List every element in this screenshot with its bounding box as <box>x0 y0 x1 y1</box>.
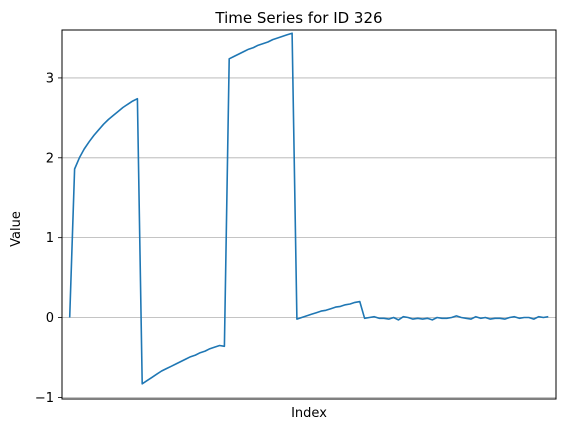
y-tick-label: 0 <box>46 311 54 326</box>
x-axis-label: Index <box>291 406 327 421</box>
series-group <box>68 32 549 385</box>
y-axis-ticks: −1 0 1 2 3 <box>35 71 62 406</box>
grid-lines <box>62 77 556 398</box>
y-axis-label: Value <box>9 211 24 247</box>
plot-area-frame <box>61 29 557 400</box>
y-tick-label: −1 <box>35 391 54 406</box>
y-tick-label: 2 <box>46 151 54 166</box>
chart-title: Time Series for ID 326 <box>214 9 382 27</box>
y-tick-label: 1 <box>46 231 54 246</box>
y-tick-label: 3 <box>46 71 54 86</box>
series-line <box>68 32 549 385</box>
